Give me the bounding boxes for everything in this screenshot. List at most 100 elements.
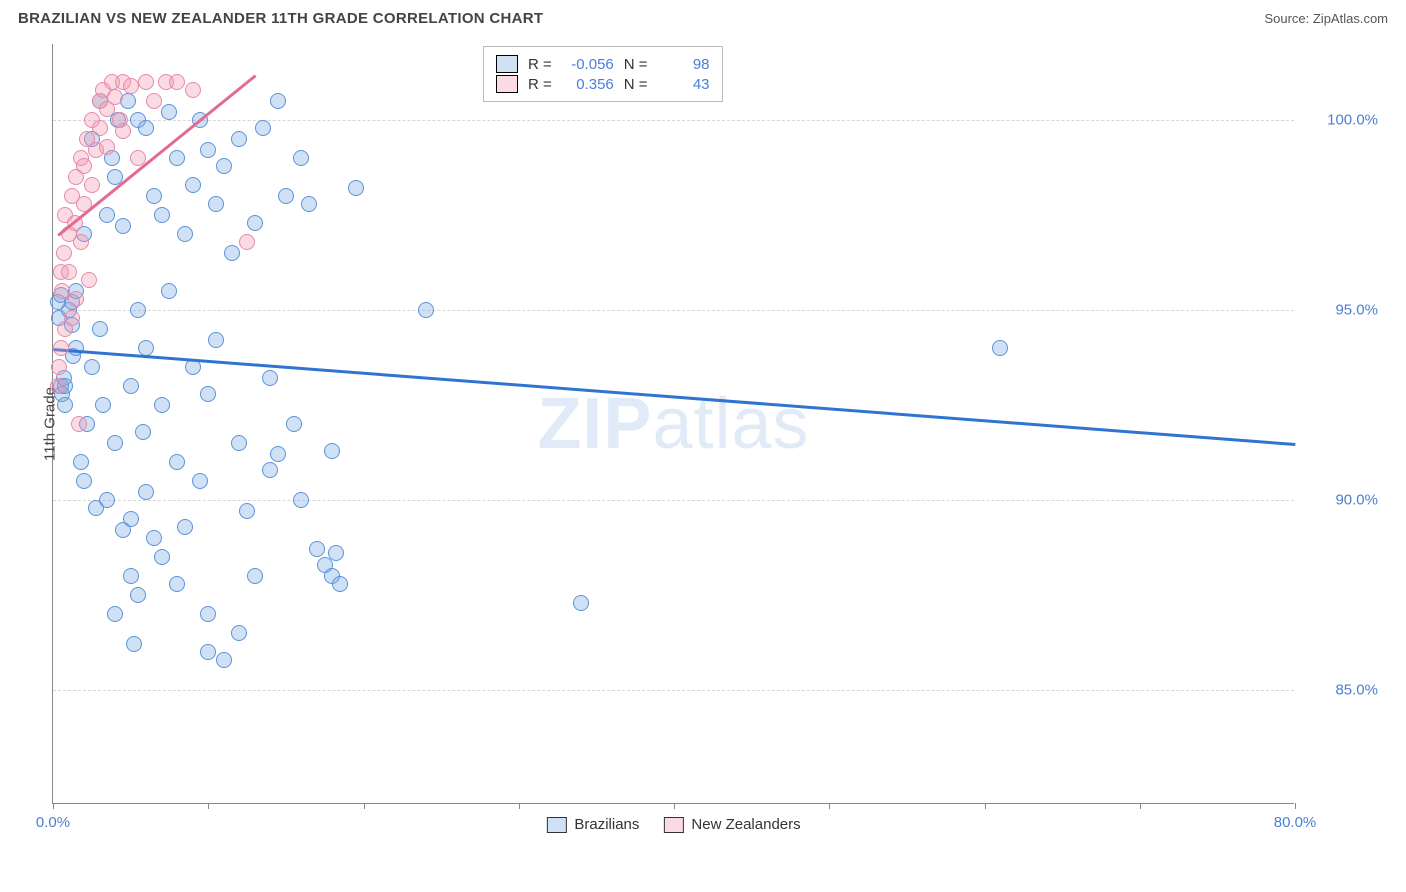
stats-legend: R = -0.056 N = 98 R = 0.356 N = 43 xyxy=(483,46,723,102)
x-tick-label: 80.0% xyxy=(1274,814,1317,831)
data-point xyxy=(324,443,340,459)
data-point xyxy=(115,218,131,234)
data-point xyxy=(332,576,348,592)
data-point xyxy=(99,207,115,223)
x-tick xyxy=(985,803,986,809)
data-point xyxy=(57,397,73,413)
swatch-pink-icon xyxy=(663,817,683,833)
trend-line xyxy=(53,348,1295,445)
data-point xyxy=(348,180,364,196)
data-point xyxy=(169,576,185,592)
gridline xyxy=(53,310,1294,311)
n-label: N = xyxy=(624,76,648,93)
data-point xyxy=(92,321,108,337)
x-tick-label: 0.0% xyxy=(36,814,70,831)
stats-row-brazilians: R = -0.056 N = 98 xyxy=(496,55,710,73)
data-point xyxy=(107,435,123,451)
data-point xyxy=(200,606,216,622)
gridline xyxy=(53,500,1294,501)
data-point xyxy=(278,188,294,204)
gridline xyxy=(53,120,1294,121)
series-legend: Brazilians New Zealanders xyxy=(546,816,800,833)
data-point xyxy=(247,215,263,231)
data-point xyxy=(216,158,232,174)
data-point xyxy=(208,332,224,348)
data-point xyxy=(231,435,247,451)
data-point xyxy=(293,492,309,508)
data-point xyxy=(286,416,302,432)
data-point xyxy=(146,188,162,204)
legend-label-brazilians: Brazilians xyxy=(574,816,639,833)
x-tick xyxy=(674,803,675,809)
data-point xyxy=(81,272,97,288)
data-point xyxy=(64,310,80,326)
x-tick xyxy=(519,803,520,809)
data-point xyxy=(161,283,177,299)
data-point xyxy=(185,177,201,193)
plot-area: 11th Grade ZIPatlas R = -0.056 N = 98 R … xyxy=(52,44,1294,804)
y-tick-label: 95.0% xyxy=(1335,302,1378,319)
y-tick-label: 90.0% xyxy=(1335,492,1378,509)
data-point xyxy=(200,644,216,660)
data-point xyxy=(71,416,87,432)
data-point xyxy=(123,568,139,584)
data-point xyxy=(992,340,1008,356)
data-point xyxy=(309,541,325,557)
data-point xyxy=(154,397,170,413)
data-point xyxy=(262,462,278,478)
data-point xyxy=(154,549,170,565)
data-point xyxy=(177,519,193,535)
data-point xyxy=(177,226,193,242)
data-point xyxy=(84,177,100,193)
data-point xyxy=(169,454,185,470)
x-tick xyxy=(829,803,830,809)
data-point xyxy=(185,82,201,98)
data-point xyxy=(76,158,92,174)
stats-row-newzealanders: R = 0.356 N = 43 xyxy=(496,75,710,93)
data-point xyxy=(200,386,216,402)
data-point xyxy=(192,473,208,489)
n-label: N = xyxy=(624,56,648,73)
data-point xyxy=(231,625,247,641)
data-point xyxy=(200,142,216,158)
data-point xyxy=(328,545,344,561)
data-point xyxy=(161,104,177,120)
data-point xyxy=(270,446,286,462)
data-point xyxy=(270,93,286,109)
x-tick xyxy=(364,803,365,809)
data-point xyxy=(126,636,142,652)
data-point xyxy=(130,302,146,318)
data-point xyxy=(169,150,185,166)
data-point xyxy=(68,291,84,307)
data-point xyxy=(135,424,151,440)
swatch-blue-icon xyxy=(546,817,566,833)
watermark-bold: ZIP xyxy=(537,384,652,464)
data-point xyxy=(99,492,115,508)
data-point xyxy=(146,530,162,546)
data-point xyxy=(247,568,263,584)
data-point xyxy=(123,378,139,394)
r-value-pink: 0.356 xyxy=(562,76,614,93)
y-tick-label: 100.0% xyxy=(1327,112,1378,129)
data-point xyxy=(56,245,72,261)
data-point xyxy=(50,378,66,394)
data-point xyxy=(115,123,131,139)
source-label: Source: ZipAtlas.com xyxy=(1264,11,1388,26)
r-label: R = xyxy=(528,56,552,73)
data-point xyxy=(76,473,92,489)
r-value-blue: -0.056 xyxy=(562,56,614,73)
data-point xyxy=(293,150,309,166)
x-tick xyxy=(53,803,54,809)
data-point xyxy=(169,74,185,90)
data-point xyxy=(138,120,154,136)
data-point xyxy=(239,503,255,519)
data-point xyxy=(68,340,84,356)
data-point xyxy=(61,264,77,280)
data-point xyxy=(95,397,111,413)
data-point xyxy=(99,139,115,155)
data-point xyxy=(208,196,224,212)
chart-title: BRAZILIAN VS NEW ZEALANDER 11TH GRADE CO… xyxy=(18,10,543,27)
data-point xyxy=(224,245,240,261)
data-point xyxy=(107,89,123,105)
data-point xyxy=(262,370,278,386)
